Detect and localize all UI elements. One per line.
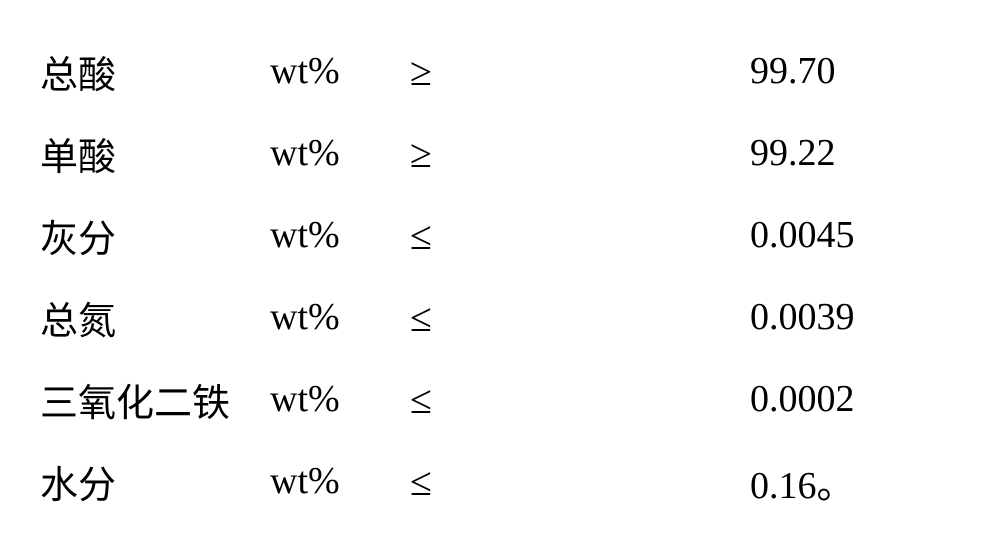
comparison-operator: ≤ bbox=[410, 458, 750, 505]
table-row: 总氮 wt% ≤ 0.0039 bbox=[40, 276, 960, 358]
parameter-unit: wt% bbox=[270, 131, 410, 175]
parameter-unit: wt% bbox=[270, 49, 410, 93]
parameter-name: 总酸 bbox=[40, 44, 270, 99]
parameter-name: 单酸 bbox=[40, 126, 270, 181]
parameter-name: 水分 bbox=[40, 454, 270, 509]
parameter-name: 灰分 bbox=[40, 208, 270, 263]
comparison-operator: ≥ bbox=[410, 48, 750, 95]
parameter-value: 99.22 bbox=[750, 131, 960, 175]
parameter-unit: wt% bbox=[270, 377, 410, 421]
table-row: 灰分 wt% ≤ 0.0045 bbox=[40, 194, 960, 276]
comparison-operator: ≤ bbox=[410, 376, 750, 423]
parameter-value: 99.70 bbox=[750, 49, 960, 93]
table-row: 单酸 wt% ≥ 99.22 bbox=[40, 112, 960, 194]
parameter-value: 0.0039 bbox=[750, 295, 960, 339]
specification-table: 总酸 wt% ≥ 99.70 单酸 wt% ≥ 99.22 灰分 wt% ≤ 0… bbox=[40, 30, 960, 522]
parameter-value: 0.0002 bbox=[750, 377, 960, 421]
table-row: 三氧化二铁 wt% ≤ 0.0002 bbox=[40, 358, 960, 440]
comparison-operator: ≤ bbox=[410, 294, 750, 341]
comparison-operator: ≥ bbox=[410, 130, 750, 177]
table-row: 总酸 wt% ≥ 99.70 bbox=[40, 30, 960, 112]
parameter-unit: wt% bbox=[270, 213, 410, 257]
table-row: 水分 wt% ≤ 0.16。 bbox=[40, 440, 960, 522]
parameter-unit: wt% bbox=[270, 459, 410, 503]
parameter-value: 0.0045 bbox=[750, 213, 960, 257]
parameter-value: 0.16。 bbox=[750, 454, 960, 509]
parameter-name: 总氮 bbox=[40, 290, 270, 345]
parameter-unit: wt% bbox=[270, 295, 410, 339]
parameter-name: 三氧化二铁 bbox=[40, 372, 270, 427]
comparison-operator: ≤ bbox=[410, 212, 750, 259]
